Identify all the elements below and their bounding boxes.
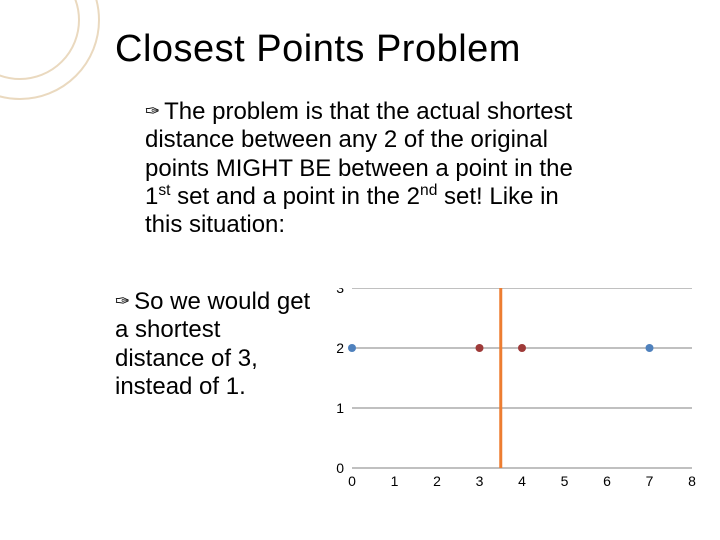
svg-text:2: 2: [336, 340, 344, 356]
para1-l2: distance between any 2 of the original: [145, 126, 548, 153]
para1-l1: problem is that the actual shortest: [205, 98, 572, 125]
svg-text:7: 7: [646, 473, 654, 489]
svg-text:4: 4: [518, 473, 526, 489]
svg-text:6: 6: [603, 473, 611, 489]
para2-prefix: So: [134, 288, 163, 315]
para1-l4c: set! Like in: [437, 183, 558, 210]
svg-text:1: 1: [391, 473, 399, 489]
para1-l4b: set and a point in the 2: [171, 183, 421, 210]
para1-l3: points MIGHT BE between a point in the: [145, 155, 573, 182]
paragraph-1: ✑The problem is that the actual shortest…: [145, 98, 680, 240]
para1-sup1: st: [158, 182, 170, 199]
para1-l4a: 1: [145, 183, 158, 210]
para1-l5: this situation:: [145, 211, 285, 238]
para1-prefix: The: [164, 98, 205, 125]
svg-text:3: 3: [476, 473, 484, 489]
para1-sup2: nd: [420, 182, 437, 199]
svg-text:0: 0: [348, 473, 356, 489]
svg-text:2: 2: [433, 473, 441, 489]
paragraph-2: ✑So we would get a shortest distance of …: [115, 288, 315, 401]
svg-text:8: 8: [688, 473, 696, 489]
svg-text:1: 1: [336, 400, 344, 416]
bullet-icon: ✑: [145, 101, 160, 122]
svg-text:3: 3: [336, 288, 344, 296]
svg-text:0: 0: [336, 460, 344, 476]
bullet-icon: ✑: [115, 291, 130, 312]
svg-text:5: 5: [561, 473, 569, 489]
slide-title: Closest Points Problem: [115, 28, 521, 71]
corner-decoration: [0, 0, 110, 110]
scatter-chart: 0 1 2 3 0 1 2 3 4 5 6 7 8: [330, 288, 700, 498]
